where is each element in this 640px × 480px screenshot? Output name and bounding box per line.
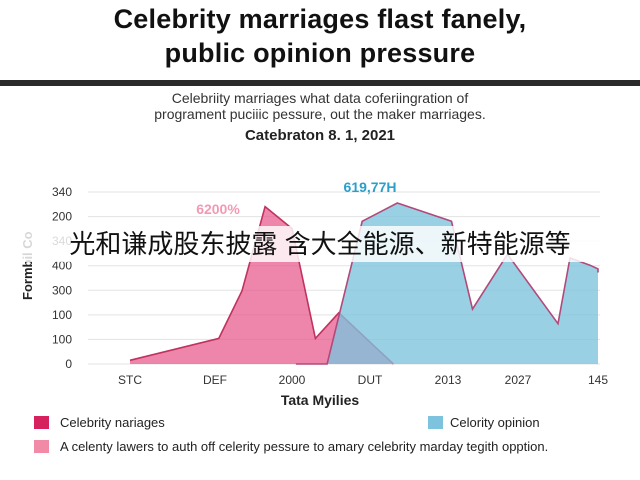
news-overlay-caption: 光和谦成股东披露 含大全能源、新特能源等 [0,226,640,262]
y-tick-label: 300 [52,283,72,297]
chart-title-line-2: public opinion pressure [164,38,476,68]
x-tick-label: 2000 [279,373,306,387]
chart-subtitle-line-1: Celebriity marriages what data coferiing… [171,90,469,106]
title-banner: Celebrity marriages flast fanely, public… [0,0,640,80]
legend-label-celebrity-marriages: Celebrity nariages [60,415,165,430]
y-tick-label: 100 [52,332,72,346]
chart-date: Catebraton 8. 1, 2021 [244,127,396,144]
legend-label-celebrity-opinion: Celority opinion [450,415,540,430]
series-area-celebrity-marriages [130,206,394,364]
annotation-peak-blue: 619,77H [344,179,397,195]
annotation-peak-pink: 6200% [196,201,240,217]
chart-subtitle-line-2: programent puciiic pessure, out the make… [154,106,486,122]
y-tick-label: 340 [52,185,72,199]
legend-label-note: A celenty lawers to auth off celerity pe… [60,439,549,454]
legend-swatch-celebrity-opinion [428,416,443,429]
x-tick-label: DUT [358,373,383,387]
title-divider [0,80,640,86]
x-tick-label: 2027 [505,373,532,387]
y-tick-label: 100 [52,308,72,322]
y-tick-label: 0 [65,357,72,371]
legend-swatch-celebrity-marriages [34,416,49,429]
legend-swatch-note [34,440,49,453]
x-tick-label: STC [118,373,142,387]
y-tick-label: 200 [52,210,72,224]
y-tick-label: 400 [52,259,72,273]
x-tick-label: 145 [588,373,608,387]
x-axis-label: Tata Myilies [280,392,360,408]
x-tick-label: DEF [203,373,227,387]
x-tick-label: 2013 [435,373,462,387]
chart-title-line-1: Celebrity marriages flast fanely, [113,4,527,34]
chart-legend: Celebrity nariages Celority opinion A ce… [30,410,610,476]
